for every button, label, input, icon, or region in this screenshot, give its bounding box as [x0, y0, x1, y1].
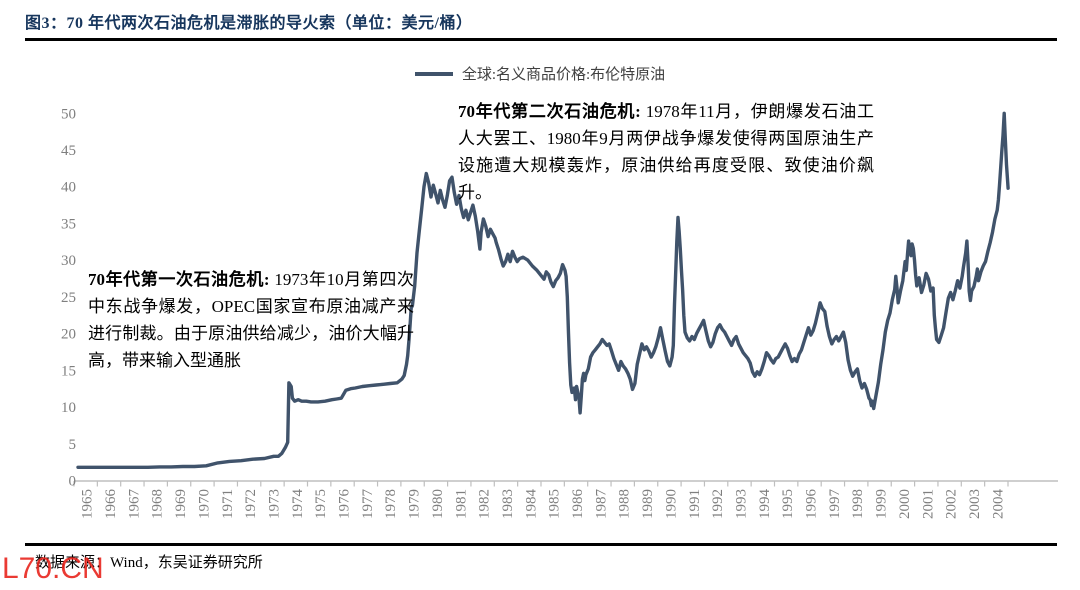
- annotation-first-body: 1973年10月第四次中东战争爆发，OPEC国家宣布原油减产来进行制裁。由于原油…: [88, 270, 414, 370]
- x-tick-label: 1995: [780, 489, 796, 519]
- x-tick-label: 2004: [990, 488, 1006, 519]
- x-tick-label: 1989: [640, 489, 656, 519]
- legend-line-swatch: [414, 71, 453, 76]
- annotation-second-body: 1978年11月，伊朗爆发石油工人大罢工、1980年9月两伊战争爆发使得两国原油…: [458, 102, 874, 202]
- bottom-divider: [25, 543, 1057, 546]
- x-tick-label: 1980: [430, 489, 446, 519]
- x-tick-label: 1971: [220, 489, 236, 519]
- x-tick-label: 1978: [383, 489, 399, 519]
- y-tick-label: 0: [69, 474, 77, 490]
- y-tick-label: 50: [61, 106, 76, 122]
- x-tick-label: 1979: [407, 489, 423, 519]
- figure-title: 图3：70 年代两次石油危机是滞胀的导火索（单位：美元/桶）: [25, 15, 473, 32]
- x-tick-label: 2001: [920, 489, 936, 519]
- y-tick-label: 40: [61, 180, 76, 196]
- x-tick-label: 1975: [313, 489, 329, 519]
- y-tick-label: 45: [61, 143, 76, 159]
- x-tick-label: 1992: [710, 489, 726, 519]
- chart-legend: 全球:名义商品价格:布伦特原油: [0, 63, 1080, 84]
- x-tick-label: 1983: [500, 489, 516, 519]
- x-tick-label: 2003: [967, 489, 983, 519]
- x-tick-label: 1984: [523, 489, 539, 520]
- data-source-note: 数据来源：Wind，东吴证券研究所: [35, 555, 263, 571]
- y-tick-label: 15: [61, 363, 76, 379]
- top-divider: [25, 38, 1057, 41]
- x-tick-label: 1967: [126, 489, 142, 520]
- x-tick-label: 1986: [570, 489, 586, 520]
- x-tick-label: 2002: [944, 489, 960, 519]
- x-tick-label: 1997: [827, 489, 843, 520]
- brent-price-line: [76, 111, 1010, 469]
- y-tick-label: 35: [61, 216, 76, 232]
- x-tick-label: 1970: [196, 489, 212, 519]
- x-tick-label: 1985: [547, 489, 563, 519]
- annotation-first-oil-crisis: 70年代第一次石油危机: 1973年10月第四次中东战争爆发，OPEC国家宣布原…: [88, 266, 414, 374]
- x-tick-label: 2000: [897, 489, 913, 519]
- y-tick-label: 30: [61, 253, 76, 269]
- annotation-second-title: 70年代第二次石油危机:: [458, 102, 641, 121]
- x-tick-label: 1999: [874, 489, 890, 519]
- y-tick-label: 5: [69, 437, 77, 453]
- x-tick-label: 1981: [453, 489, 469, 519]
- y-tick-label: 25: [61, 290, 76, 306]
- x-tick-label: 1972: [243, 489, 259, 519]
- x-tick-label: 1976: [337, 489, 353, 520]
- watermark-text: L70.CN: [2, 552, 104, 585]
- x-tick-label: 1982: [477, 489, 493, 519]
- x-tick-label: 1977: [360, 489, 376, 520]
- x-tick-label: 1993: [733, 489, 749, 519]
- x-tick-label: 1968: [150, 489, 166, 519]
- y-tick-label: 20: [61, 327, 76, 343]
- x-tick-label: 1994: [757, 489, 773, 520]
- x-tick-label: 1988: [617, 489, 633, 519]
- x-tick-label: 1974: [290, 489, 306, 520]
- x-tick-label: 1987: [593, 489, 609, 520]
- y-tick-label: 10: [61, 400, 76, 416]
- x-tick-label: 1973: [266, 489, 282, 519]
- x-tick-label: 1965: [80, 489, 96, 519]
- annotation-second-oil-crisis: 70年代第二次石油危机: 1978年11月，伊朗爆发石油工人大罢工、1980年9…: [458, 98, 874, 206]
- x-tick-label: 1966: [103, 489, 119, 520]
- annotation-first-title: 70年代第一次石油危机:: [88, 270, 270, 289]
- x-tick-label: 1990: [663, 489, 679, 519]
- x-tick-label: 1991: [687, 489, 703, 519]
- x-tick-label: 1998: [850, 489, 866, 519]
- x-tick-label: 1996: [804, 489, 820, 520]
- legend-series-label: 全球:名义商品价格:布伦特原油: [461, 67, 666, 83]
- x-tick-label: 1969: [173, 489, 189, 519]
